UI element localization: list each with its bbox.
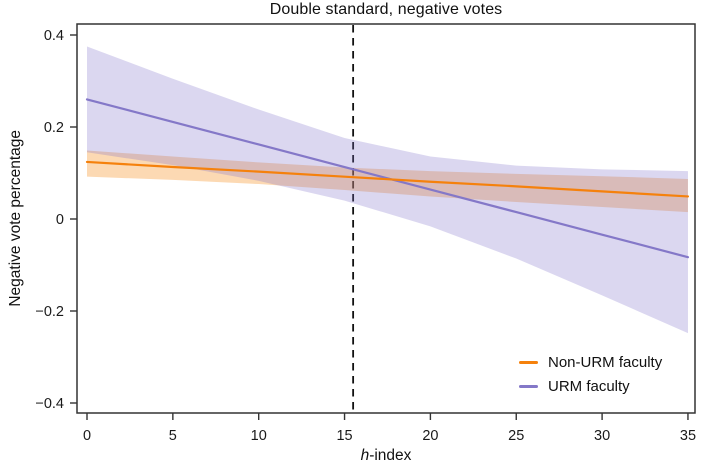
y-tick-label: −0.2 (35, 304, 64, 320)
trend-line-non-urm (85, 160, 690, 198)
legend-swatch-urm-icon (519, 384, 538, 389)
x-tick-label: 25 (508, 428, 524, 444)
x-tick-label: 20 (422, 428, 438, 444)
x-tick-label: 0 (83, 428, 91, 444)
x-axis-label: h-index (77, 447, 695, 465)
y-tick-label: 0.2 (44, 120, 64, 136)
x-axis-label-rest: -index (369, 447, 412, 464)
legend-item-non-urm: Non-URM faculty (519, 354, 662, 371)
legend-label-urm: URM faculty (548, 378, 630, 395)
y-tick-label: −0.4 (35, 396, 64, 412)
x-tick-label: 10 (251, 428, 267, 444)
legend-item-urm: URM faculty (519, 378, 662, 395)
y-tick-label: 0 (56, 212, 64, 228)
x-tick-label: 35 (680, 428, 696, 444)
legend-label-non-urm: Non-URM faculty (548, 354, 663, 371)
legend: Non-URM faculty URM faculty (519, 354, 662, 395)
confidence-band-non-urm (87, 150, 688, 213)
x-axis-label-italic: h (360, 447, 370, 464)
y-tick-label: 0.4 (44, 28, 64, 44)
legend-swatch-non-urm-icon (519, 360, 538, 365)
chart-title: Double standard, negative votes (269, 1, 503, 18)
confidence-band-urm (87, 46, 688, 334)
x-tick-label: 15 (336, 428, 352, 444)
x-tick-label: 5 (169, 428, 177, 444)
x-tick-label: 30 (594, 428, 610, 444)
